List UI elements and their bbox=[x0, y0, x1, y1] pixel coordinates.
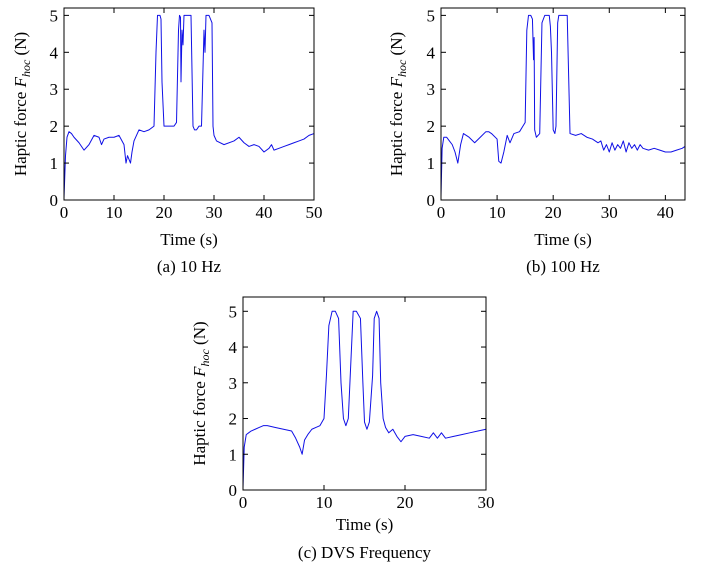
y-tick-label: 1 bbox=[427, 154, 436, 173]
y-axis-label-subscript: hoc bbox=[198, 349, 212, 367]
x-tick-label: 30 bbox=[601, 203, 618, 222]
y-tick-label: 5 bbox=[427, 6, 436, 25]
subplot-caption: (c) DVS Frequency bbox=[298, 543, 432, 562]
x-axis-label: Time (s) bbox=[336, 515, 393, 534]
y-axis-label-subscript: hoc bbox=[19, 59, 33, 77]
force-series-line bbox=[63, 14, 315, 199]
x-tick-label: 10 bbox=[316, 493, 333, 512]
y-axis-label-symbol: F bbox=[387, 76, 406, 88]
x-tick-label: 30 bbox=[478, 493, 495, 512]
y-axis-label-unit: (N) bbox=[387, 32, 406, 60]
y-axis-label: Haptic force Fhoc (N) bbox=[11, 32, 33, 176]
y-tick-label: 2 bbox=[427, 117, 436, 136]
y-tick-label: 3 bbox=[50, 80, 59, 99]
y-tick-label: 0 bbox=[427, 191, 436, 210]
y-axis-label: Haptic force Fhoc (N) bbox=[387, 32, 409, 176]
x-tick-label: 50 bbox=[306, 203, 323, 222]
y-axis-label: Haptic force Fhoc (N) bbox=[190, 321, 212, 465]
y-tick-label: 0 bbox=[50, 191, 59, 210]
subplot-b: 0 10 20 30 40 0 1 2 3 4 5 Time (s) Haptic force Fhoc… bbox=[387, 6, 686, 276]
x-tick-label: 0 bbox=[60, 203, 69, 222]
force-series-line bbox=[242, 310, 487, 489]
x-tick-label: 10 bbox=[489, 203, 506, 222]
y-tick-label: 3 bbox=[427, 80, 436, 99]
y-tick-label: 3 bbox=[229, 374, 238, 393]
force-series-line bbox=[440, 14, 686, 197]
x-tick-label: 10 bbox=[106, 203, 123, 222]
y-tick-label: 2 bbox=[50, 117, 59, 136]
y-axis-label-subscript: hoc bbox=[395, 59, 409, 77]
x-tick-label: 0 bbox=[437, 203, 446, 222]
y-tick-label: 4 bbox=[50, 43, 59, 62]
axes-frame bbox=[440, 7, 686, 201]
y-tick-label: 4 bbox=[427, 43, 436, 62]
y-axis-label-text: Haptic force bbox=[387, 87, 406, 176]
subplot-caption: (b) 100 Hz bbox=[526, 257, 600, 276]
x-tick-label: 40 bbox=[256, 203, 273, 222]
y-tick-label: 1 bbox=[50, 154, 59, 173]
y-tick-label: 5 bbox=[229, 302, 238, 321]
y-axis-label-text: Haptic force bbox=[11, 87, 30, 176]
y-axis-label-text: Haptic force bbox=[190, 377, 209, 466]
x-tick-label: 40 bbox=[657, 203, 674, 222]
subplot-a: 0 10 20 30 40 50 0 1 2 3 4 5 Time (s) Haptic force Fh… bbox=[11, 6, 323, 276]
y-axis-label-symbol: F bbox=[11, 76, 30, 88]
y-axis-label-unit: (N) bbox=[11, 32, 30, 60]
y-tick-label: 5 bbox=[50, 6, 59, 25]
axes-frame bbox=[242, 296, 487, 491]
subplot-caption: (a) 10 Hz bbox=[157, 257, 222, 276]
x-axis-label: Time (s) bbox=[534, 230, 591, 249]
subplot-c: 0 10 20 30 0 1 2 3 4 5 Time (s) Haptic force Fhoc (… bbox=[190, 296, 495, 562]
axes-frame bbox=[63, 7, 315, 201]
y-tick-label: 4 bbox=[229, 338, 238, 357]
x-tick-label: 0 bbox=[239, 493, 248, 512]
x-tick-label: 20 bbox=[397, 493, 414, 512]
y-tick-label: 1 bbox=[229, 445, 238, 464]
x-tick-label: 30 bbox=[206, 203, 223, 222]
y-tick-label: 0 bbox=[229, 481, 238, 500]
y-axis-label-symbol: F bbox=[190, 366, 209, 378]
x-tick-label: 20 bbox=[545, 203, 562, 222]
x-axis-label: Time (s) bbox=[160, 230, 217, 249]
y-axis-label-unit: (N) bbox=[190, 321, 209, 349]
y-tick-label: 2 bbox=[229, 410, 238, 429]
x-tick-label: 20 bbox=[156, 203, 173, 222]
